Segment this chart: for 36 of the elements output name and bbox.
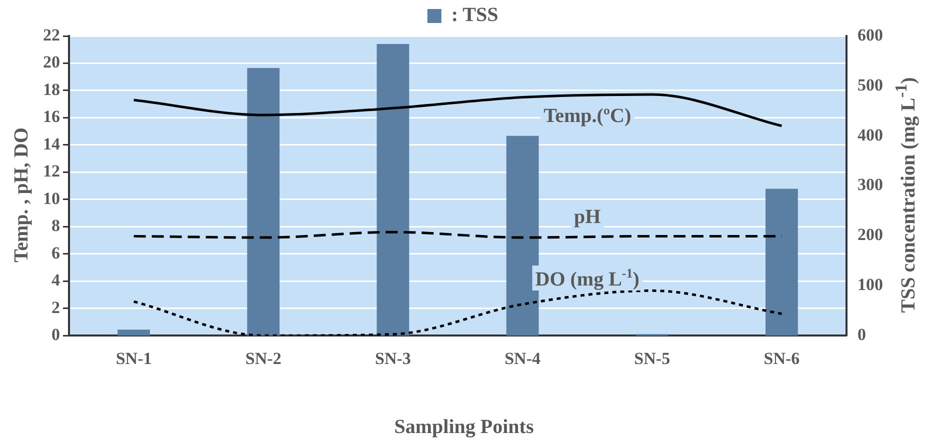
y2-tick-label: 100 [858,275,883,294]
y-tick-label: 4 [52,270,60,290]
y-tick-label: 18 [43,80,60,99]
bar [118,330,150,336]
y-tick-label: 6 [52,243,60,262]
y-tick-label: 16 [43,107,60,126]
series-label: pH [574,206,602,228]
y-tick-label: 0 [52,324,60,344]
y2-tick-label: 500 [858,75,883,94]
x-axis-title: Sampling Points [393,416,535,439]
x-tick-label: SN-5 [634,349,670,368]
y-tick-label: 10 [43,188,60,208]
y-tick-label: 12 [43,162,60,181]
y2-tick-label: 300 [858,175,883,194]
y2-tick-label: 600 [858,25,883,44]
bar [376,44,410,336]
y2-tick-label: 200 [858,225,883,244]
x-tick-label: SN-1 [116,349,152,368]
y2-tick-label: 400 [858,125,883,144]
bar [247,68,280,336]
y-tick-label: 14 [43,134,60,154]
x-tick-label: SN-6 [764,349,800,368]
series-label: Temp.(ºC) [544,104,632,127]
y2-tick-label: 0 [858,324,866,344]
y-tick-label: 22 [43,25,60,44]
legend-label: : TSS [451,4,498,26]
line-series [132,289,783,336]
y-tick-label: 8 [52,216,60,236]
y-tick-label: 2 [52,298,60,317]
line-series [132,93,783,128]
y-axis-title: Temp. , pH, DO [10,128,34,262]
y-tick-label: 20 [43,52,60,72]
bar [766,188,798,336]
x-tick-label: SN-2 [245,349,282,368]
x-tick-label: SN-3 [375,349,411,368]
x-tick-label: SN-4 [504,349,541,368]
